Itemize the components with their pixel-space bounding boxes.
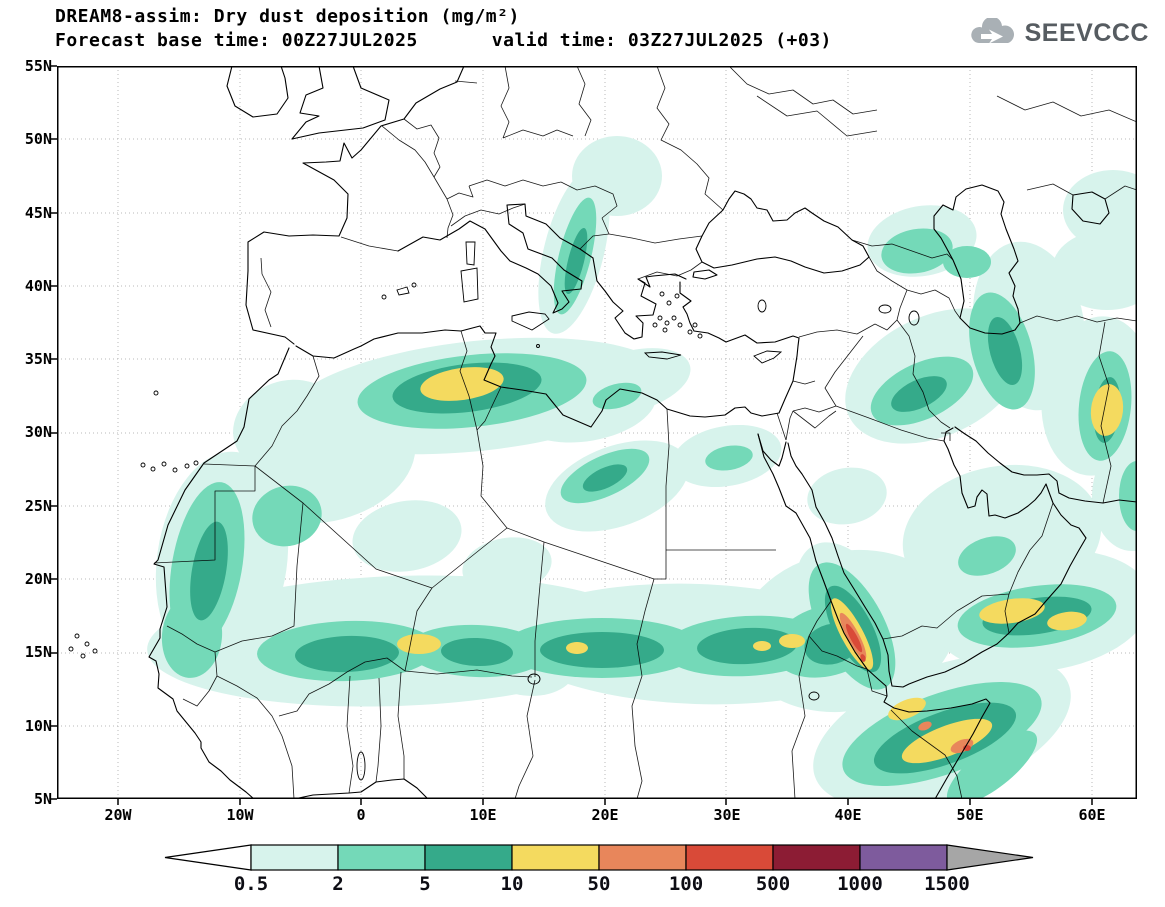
lon-tick-label: 50E [956,806,984,824]
forecast-base-time: Forecast base time: 00Z27JUL2025 [55,30,418,51]
colorbar-segment [511,844,600,871]
country-borders [153,66,1137,799]
colorbar-segment [685,844,774,871]
colorbar-level-label: 1000 [837,873,883,895]
axis-ticks [51,65,1093,805]
lat-tick-label: 35N [24,350,52,368]
colorbar-level-label: 500 [755,873,791,895]
islands [68,241,783,659]
colorbar-level-label: 1500 [924,873,970,895]
colorbar-segment [859,844,948,871]
lat-tick-label: 5N [33,790,52,808]
lon-tick-label: 20E [591,806,619,824]
map-title: DREAM8-assim: Dry dust deposition (mg/m²… [55,6,520,27]
colorbar-level-label: 2 [332,873,344,895]
lon-tick-label: 40E [834,806,862,824]
lon-tick-label: 0 [356,806,366,824]
dust-field [147,136,1137,799]
lat-tick-label: 50N [24,130,52,148]
map-subtitle: Forecast base time: 00Z27JUL2025 valid ti… [55,30,832,51]
colorbar-segment [772,844,861,871]
lon-tick-label: 30E [713,806,741,824]
lat-tick-label: 20N [24,570,52,588]
logo-text: SEEVCCC [1024,18,1149,47]
lon-tick-label: 10E [469,806,497,824]
colorbar-level-label: 10 [500,873,524,895]
lat-tick-label: 15N [24,643,52,661]
colorbar-overflow-arrow [946,844,1034,871]
colorbar-level-label: 5 [419,873,431,895]
lat-tick-label: 45N [24,204,52,222]
lat-tick-label: 55N [24,57,52,75]
colorbar-segment [250,844,339,871]
colorbar-level-label: 100 [668,873,704,895]
lon-tick-label: 20W [104,806,132,824]
forecast-map [51,65,1137,805]
lon-tick-label: 10W [226,806,254,824]
cloud-icon [970,18,1014,44]
valid-time: valid time: 03Z27JUL2025 (+03) [491,30,832,51]
lat-tick-label: 30N [24,423,52,441]
colorbar-segment [424,844,513,871]
russia-region-borders [756,95,878,137]
lat-tick-label: 40N [24,277,52,295]
colorbar: 0.5 2 5 10 50 100 500 1000 1500 [163,844,1035,902]
lat-tick-label: 10N [24,717,52,735]
colorbar-segment [337,844,426,871]
seevccc-logo: SEEVCCC [967,18,1149,48]
map-frame [57,66,1137,799]
lon-tick-label: 60E [1078,806,1106,824]
colorbar-level-label: 0.5 [233,873,269,895]
lat-tick-label: 25N [24,497,52,515]
lakes [356,299,920,781]
colorbar-level-label: 50 [587,873,611,895]
colorbar-segment [598,844,687,871]
colorbar-underflow-arrow [164,844,252,871]
